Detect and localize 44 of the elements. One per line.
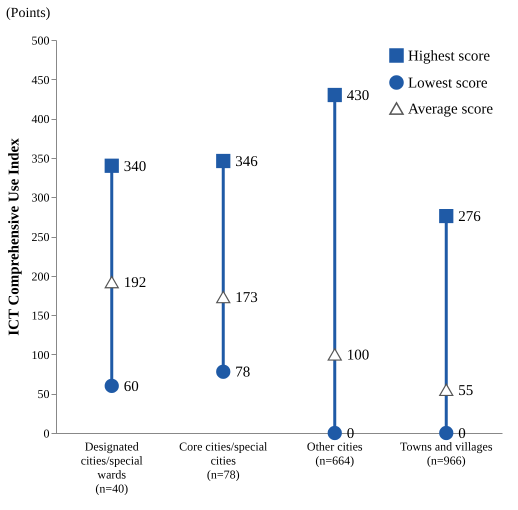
- point: [104, 276, 119, 288]
- x-tick-label: Towns and villages (n=966): [400, 440, 493, 468]
- legend-label: Average score: [408, 102, 494, 118]
- y-tick-label: 350: [32, 151, 50, 166]
- data-label: 173: [235, 290, 258, 306]
- x-tick-label: Designated cities/special wards (n=40): [80, 440, 144, 496]
- y-tick-label: 0: [44, 426, 50, 440]
- data-label: 78: [235, 364, 250, 381]
- x-tick-label: Core cities/special cities (n=78): [179, 440, 268, 482]
- data-label: 60: [124, 378, 139, 395]
- point: [104, 378, 119, 393]
- point: [216, 290, 230, 304]
- y-tick-label: 450: [32, 72, 50, 87]
- legend-label: Lowest score: [408, 76, 488, 92]
- point: [439, 426, 454, 440]
- y-tick-label: 50: [38, 387, 50, 402]
- y-tick-label: 400: [32, 112, 50, 126]
- data-label: 192: [124, 275, 146, 292]
- point: [216, 154, 230, 168]
- x-tick-label: Other cities (n=664): [306, 440, 363, 468]
- point: [328, 348, 342, 361]
- y-axis-title: ICT Comprehensive Use Index: [6, 138, 22, 336]
- data-label: 0: [458, 426, 466, 442]
- y-tick-label: 100: [32, 348, 50, 362]
- point: [104, 158, 119, 173]
- data-label: 346: [235, 154, 258, 170]
- legend-label: Highest score: [408, 48, 490, 64]
- point: [216, 364, 230, 379]
- text: (Points): [6, 6, 51, 21]
- data-label: 430: [346, 88, 370, 104]
- data-label: 55: [458, 382, 474, 399]
- y-tick-label: 200: [32, 269, 50, 284]
- point: [439, 384, 454, 396]
- data-label: 100: [346, 347, 370, 364]
- data-label: 340: [124, 158, 146, 175]
- point: [328, 426, 342, 440]
- data-label: 276: [458, 209, 482, 226]
- y-tick-label: 250: [32, 230, 50, 244]
- y-tick-label: 150: [32, 308, 50, 323]
- data-label: 0: [346, 426, 354, 442]
- y-tick-label: 500: [32, 34, 50, 48]
- point: [328, 88, 342, 102]
- point: [439, 208, 454, 224]
- y-tick-label: 300: [32, 190, 50, 205]
